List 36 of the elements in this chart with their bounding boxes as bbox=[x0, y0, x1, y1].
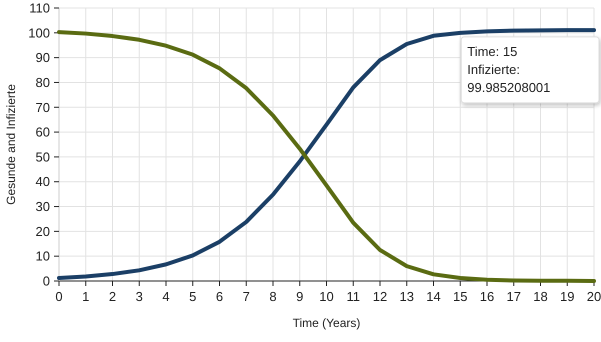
x-tick-label: 9 bbox=[296, 289, 304, 304]
y-tick-label: 90 bbox=[36, 50, 50, 66]
x-tick-label: 1 bbox=[82, 289, 90, 304]
annotation: Time: 15 Infizierte: 99.985208001 bbox=[467, 44, 550, 95]
y-tick-label: 100 bbox=[28, 25, 50, 40]
x-tick-label: 18 bbox=[533, 289, 548, 304]
x-tick-label: 12 bbox=[372, 289, 388, 304]
y-tick-label: 60 bbox=[36, 124, 50, 140]
y-tick-label: 40 bbox=[36, 174, 50, 190]
y-tick-label: 10 bbox=[36, 248, 50, 264]
x-tick-label: 10 bbox=[319, 289, 334, 304]
x-tick-label: 20 bbox=[586, 289, 601, 304]
x-tick-label: 3 bbox=[136, 289, 143, 304]
x-tick-label: 4 bbox=[162, 289, 170, 304]
x-tick-label: 19 bbox=[560, 289, 574, 304]
x-tick-label: 14 bbox=[426, 289, 441, 304]
y-tick-label: 50 bbox=[36, 149, 50, 164]
x-tick-label: 7 bbox=[242, 289, 250, 304]
y-tick-label: 0 bbox=[42, 274, 50, 288]
y-tick-label: 30 bbox=[36, 199, 50, 214]
x-tick-label: 16 bbox=[480, 289, 494, 304]
x-tick-label: 15 bbox=[453, 289, 468, 304]
y-tick-label: 110 bbox=[29, 0, 50, 16]
x-tick-label: 2 bbox=[108, 289, 116, 304]
x-tick-label: 6 bbox=[216, 289, 224, 304]
y-tick-label: 20 bbox=[36, 224, 50, 239]
x-tick-label: 13 bbox=[400, 289, 414, 304]
y-tick-label: 70 bbox=[36, 100, 50, 115]
x-axis-title: Time (Years) bbox=[292, 316, 360, 330]
y-axis-title: Gesunde and Infizierte bbox=[4, 84, 18, 205]
x-tick-label: 11 bbox=[346, 289, 360, 304]
x-tick-label: 8 bbox=[269, 289, 277, 304]
x-tick-label: 5 bbox=[189, 289, 196, 304]
x-tick-label: 0 bbox=[55, 289, 63, 304]
x-tick-label: 17 bbox=[506, 289, 521, 304]
y-tick-label: 80 bbox=[36, 74, 50, 90]
